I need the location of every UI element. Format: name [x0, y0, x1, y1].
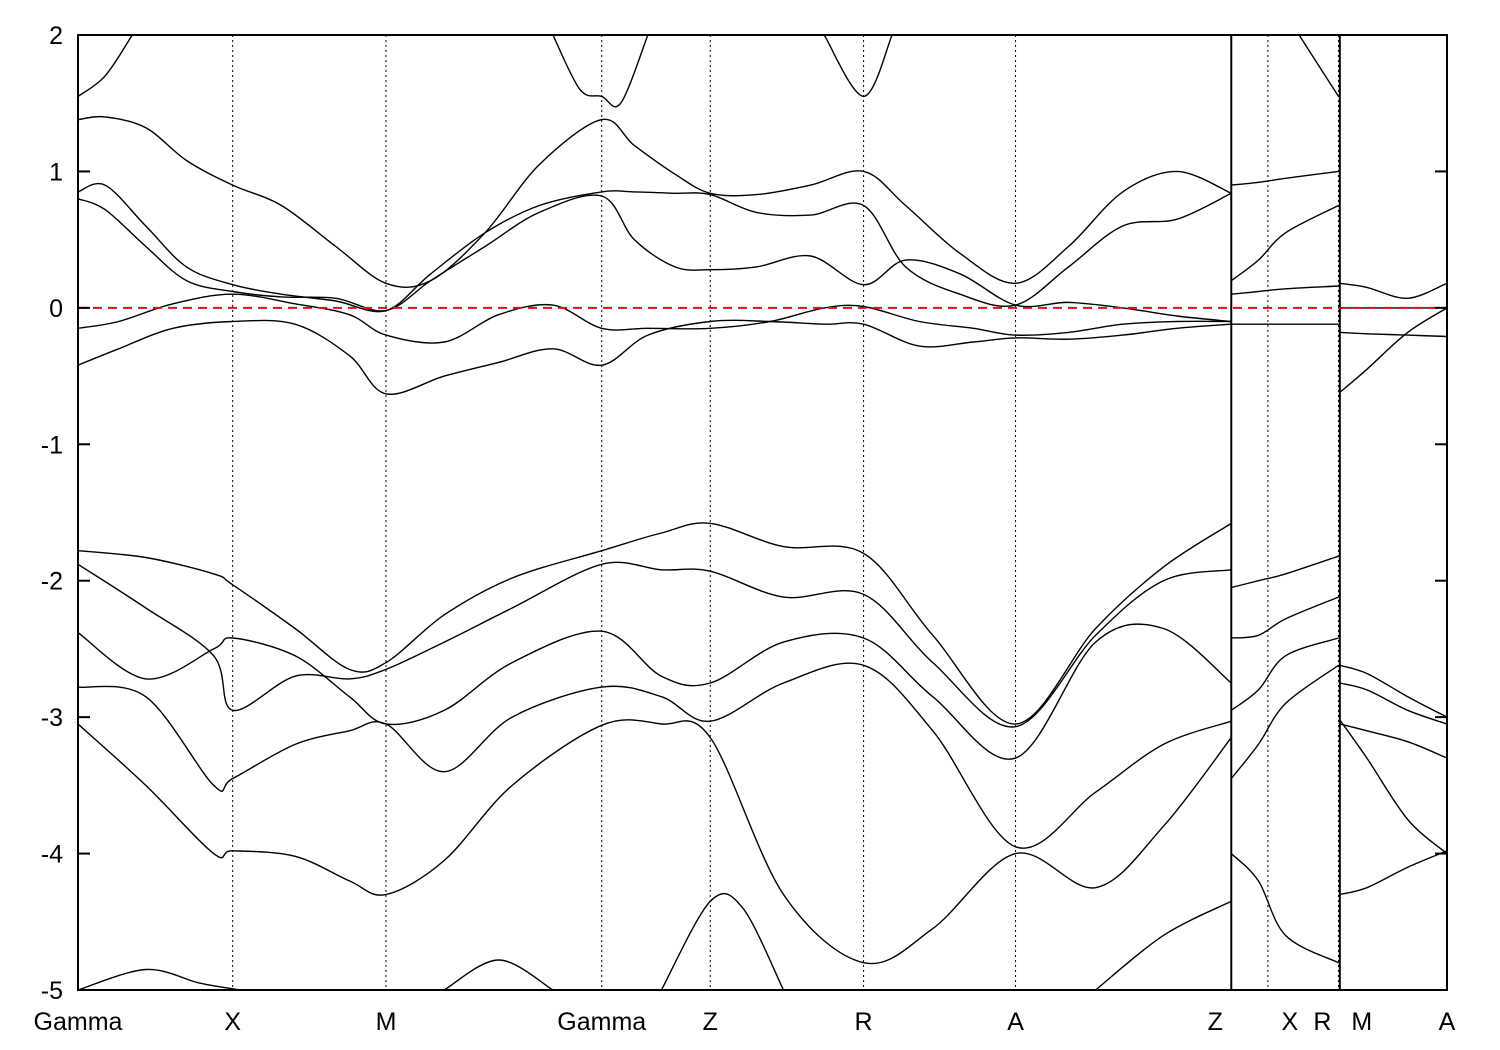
- band-line: [552, 35, 649, 108]
- band-line: [660, 892, 785, 990]
- band-line: [78, 194, 1232, 323]
- band-line: [1339, 664, 1447, 718]
- band-line: [1339, 719, 1447, 855]
- band-line: [1339, 682, 1447, 725]
- x-tick-label: M: [376, 1008, 397, 1036]
- x-tick-label: M: [1351, 1008, 1372, 1036]
- x-tick-label: R: [855, 1008, 873, 1036]
- band-line: [78, 662, 1232, 849]
- x-tick-label: Z: [1208, 1008, 1223, 1036]
- band-line: [78, 968, 241, 990]
- band-line: [78, 561, 1232, 728]
- x-tick-label: X: [224, 1008, 241, 1036]
- y-tick-label: 1: [49, 158, 63, 186]
- band-line: [1339, 850, 1447, 896]
- band-line: [1095, 900, 1232, 990]
- x-tick-label: A: [1007, 1008, 1024, 1036]
- band-line: [1339, 723, 1447, 759]
- band-curves: [78, 35, 1447, 990]
- band-line: [1230, 637, 1339, 711]
- band-line: [1231, 555, 1339, 589]
- band-line: [823, 35, 893, 98]
- kpath-lines: [232, 35, 1341, 990]
- band-line: [1231, 170, 1339, 186]
- y-tick-label: -1: [41, 431, 63, 459]
- y-axis: 2 1 0 -1 -2 -3 -4 -5: [41, 22, 1447, 1005]
- band-line: [78, 719, 1232, 965]
- band-line: [78, 319, 1232, 395]
- band-line: [1339, 282, 1447, 300]
- band-line: [78, 522, 1232, 725]
- band-line: [1298, 35, 1340, 97]
- band-line: [78, 623, 1232, 760]
- x-tick-label: Gamma: [34, 1008, 123, 1036]
- band-line: [78, 293, 1232, 344]
- y-tick-label: 0: [49, 295, 63, 323]
- band-line: [1339, 307, 1447, 393]
- band-line: [1230, 664, 1339, 779]
- x-tick-label: A: [1439, 1008, 1456, 1036]
- band-line: [78, 115, 1232, 288]
- x-tick-label: R: [1313, 1008, 1331, 1036]
- x-axis: Gamma X M Gamma Z R A Z X R M A: [34, 1008, 1456, 1036]
- y-tick-label: -4: [41, 841, 63, 869]
- band-line: [78, 182, 1232, 313]
- y-tick-label: -5: [41, 977, 63, 1005]
- band-line: [443, 959, 554, 990]
- x-tick-label: Gamma: [557, 1008, 646, 1036]
- y-tick-label: 2: [49, 22, 63, 50]
- band-line: [1230, 204, 1339, 282]
- band-line: [1339, 331, 1447, 338]
- band-line: [1231, 596, 1339, 639]
- plot-frame: [77, 34, 1448, 991]
- y-tick-label: -2: [41, 568, 63, 596]
- band-line: [1230, 853, 1339, 964]
- x-tick-label: X: [1282, 1008, 1299, 1036]
- x-tick-label: Z: [703, 1008, 718, 1036]
- y-tick-label: -3: [41, 704, 63, 732]
- band-line: [78, 35, 133, 97]
- band-line: [1231, 285, 1339, 295]
